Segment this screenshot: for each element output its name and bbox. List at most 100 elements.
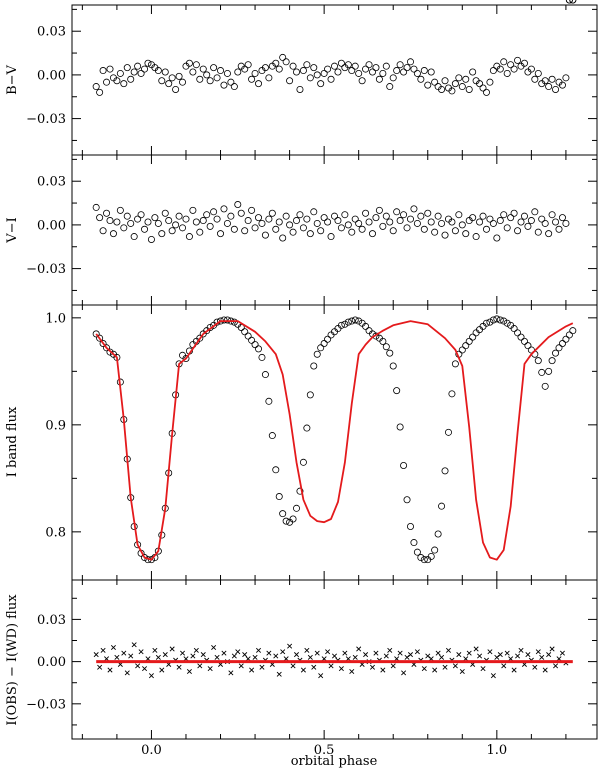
data-point [124, 670, 130, 676]
panel-flux: 1.0 0.9 0.8 I band flux [5, 304, 598, 581]
data-point [128, 653, 134, 659]
data-point [165, 217, 173, 225]
data-point [220, 205, 228, 213]
data-point [313, 350, 321, 358]
data-point [268, 209, 276, 217]
data-point [462, 75, 470, 83]
data-point [190, 653, 196, 659]
data-point [231, 653, 237, 659]
data-point [234, 201, 242, 209]
data-point [306, 391, 314, 399]
data-point [358, 225, 366, 233]
data-point [565, 0, 573, 4]
data-point [462, 230, 470, 238]
data-point [106, 217, 114, 225]
data-point [403, 496, 411, 504]
data-point [306, 230, 314, 238]
data-point [324, 65, 332, 73]
data-point [230, 225, 238, 233]
data-point [410, 539, 418, 547]
data-point [238, 663, 244, 669]
data-point [303, 61, 311, 69]
data-point [279, 234, 287, 242]
data-point [313, 71, 321, 79]
data-point [299, 67, 307, 75]
data-point [154, 219, 162, 227]
data-point [237, 323, 245, 331]
data-point [396, 423, 404, 431]
panel-flux-ylabel: I band flux [5, 406, 20, 477]
data-point [121, 650, 127, 656]
data-point [327, 75, 335, 83]
panel-vi-ylabel: V−I [5, 217, 20, 243]
data-point [520, 337, 528, 345]
data-point [487, 649, 493, 655]
data-point [569, 0, 577, 4]
data-point [320, 69, 328, 77]
data-point [286, 221, 294, 229]
data-point [320, 214, 328, 222]
data-point [282, 58, 290, 66]
data-point [372, 214, 380, 222]
panel-residual-ticks: 0.03 0.00 −0.03 [26, 580, 597, 739]
y-tick-label: 0.00 [37, 68, 66, 83]
panel-flux-ticks: 1.0 0.9 0.8 [45, 305, 597, 580]
data-point [109, 230, 117, 238]
data-point [137, 69, 145, 77]
data-point [289, 515, 297, 523]
data-point [562, 74, 570, 82]
data-point [445, 647, 451, 653]
data-point [192, 218, 200, 226]
data-point [494, 654, 500, 660]
data-point [230, 83, 238, 91]
data-point [175, 212, 183, 220]
data-point [396, 217, 404, 225]
data-point [144, 218, 152, 226]
data-point [559, 650, 565, 656]
data-point [282, 212, 290, 220]
data-point [261, 371, 269, 379]
data-point [558, 214, 566, 222]
data-point [172, 85, 180, 93]
x-tick-label: 0.0 [141, 743, 162, 758]
data-point [406, 215, 414, 223]
data-point [103, 78, 111, 86]
model-curve [95, 320, 574, 561]
data-point [127, 75, 135, 83]
data-point [548, 75, 556, 83]
data-point [518, 647, 524, 653]
data-point [424, 209, 432, 217]
data-point [141, 554, 149, 562]
data-point [265, 215, 273, 223]
data-point [223, 316, 231, 324]
data-point [434, 530, 442, 538]
data-point [373, 650, 379, 656]
data-point [161, 209, 169, 217]
data-point [417, 554, 425, 562]
data-point [473, 646, 479, 652]
data-point [531, 208, 539, 216]
data-point [168, 227, 176, 235]
data-point [251, 224, 259, 232]
data-point [155, 654, 161, 660]
data-point [148, 673, 154, 679]
data-point [244, 332, 252, 340]
data-point [217, 230, 225, 238]
data-point [223, 69, 231, 77]
data-point [458, 221, 466, 229]
data-point [479, 212, 487, 220]
data-point [510, 325, 518, 333]
data-point [279, 53, 287, 61]
data-point [380, 667, 386, 673]
data-point [131, 642, 137, 648]
data-point [427, 68, 435, 76]
data-point [552, 218, 560, 226]
data-point [517, 218, 525, 226]
x-tick-label: 1.0 [486, 743, 507, 758]
panel-flux-frame [71, 304, 598, 581]
data-point [534, 69, 542, 77]
data-point [517, 333, 525, 341]
data-point [410, 205, 418, 213]
data-point [438, 502, 446, 510]
data-point [486, 78, 494, 86]
